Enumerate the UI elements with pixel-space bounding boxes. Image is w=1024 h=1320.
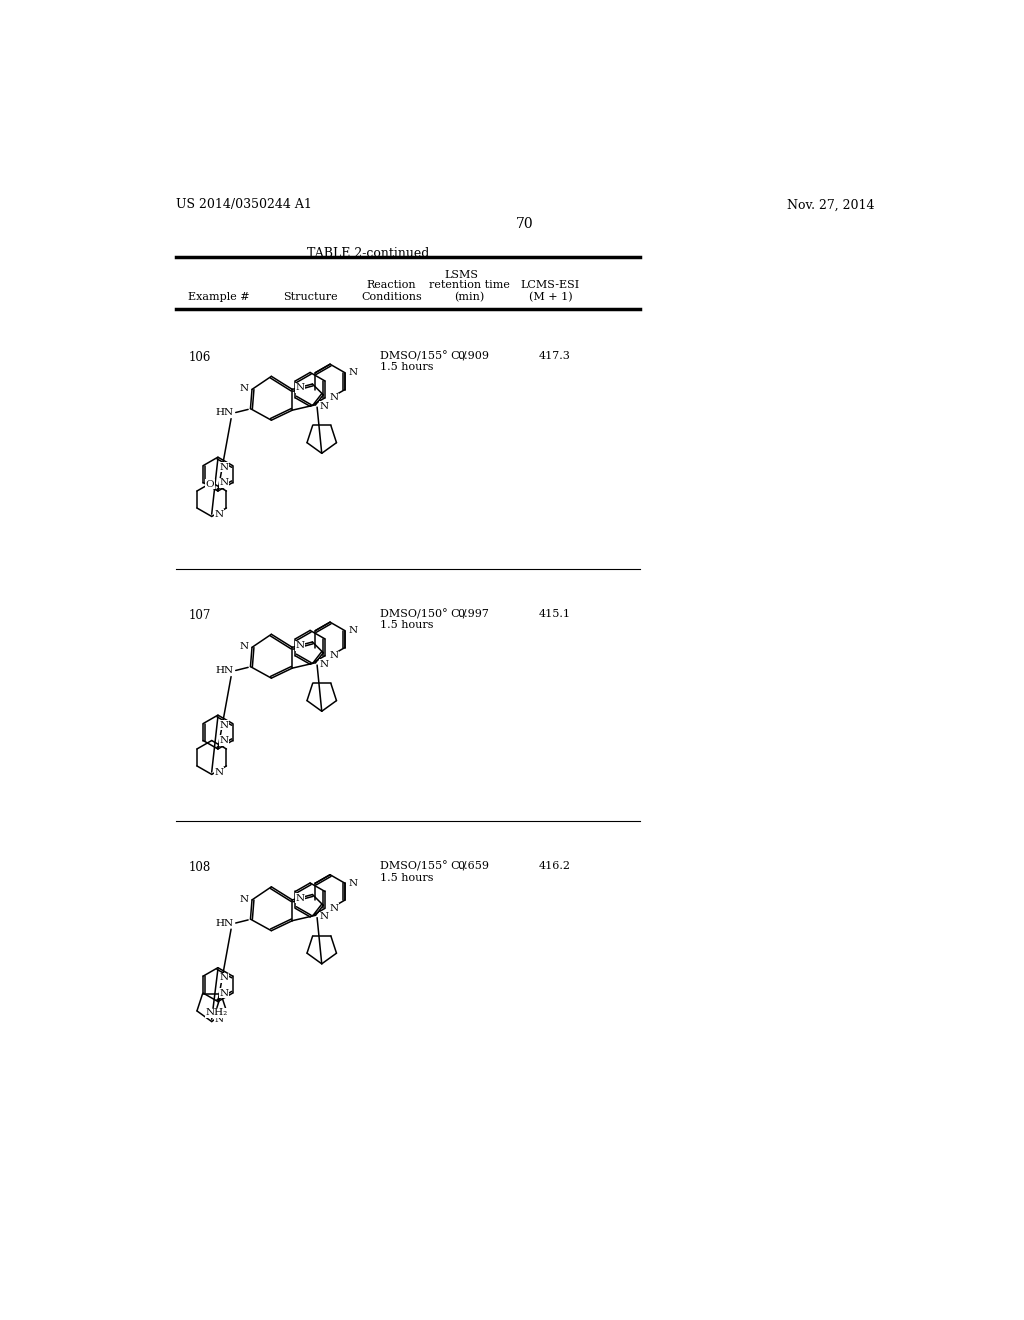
Text: N: N xyxy=(295,642,304,651)
Text: N: N xyxy=(214,510,223,519)
Text: DMSO/155° C./: DMSO/155° C./ xyxy=(380,862,466,871)
Text: 1.5 hours: 1.5 hours xyxy=(380,873,433,883)
Text: 416.2: 416.2 xyxy=(539,862,570,871)
Text: N: N xyxy=(240,384,249,393)
Text: N: N xyxy=(295,383,304,392)
Text: retention time: retention time xyxy=(429,280,509,290)
Text: N: N xyxy=(220,737,228,744)
Text: N: N xyxy=(330,651,339,660)
Text: N: N xyxy=(220,478,228,487)
Text: 107: 107 xyxy=(188,609,211,622)
Text: N: N xyxy=(220,721,228,730)
Text: LCMS-ESI: LCMS-ESI xyxy=(521,280,580,290)
Text: HN: HN xyxy=(215,919,233,928)
Text: US 2014/0350244 A1: US 2014/0350244 A1 xyxy=(176,198,312,211)
Text: Example #: Example # xyxy=(188,293,250,302)
Text: N: N xyxy=(349,368,357,378)
Text: N: N xyxy=(330,904,339,913)
Text: Conditions: Conditions xyxy=(361,293,422,302)
Text: 1.5 hours: 1.5 hours xyxy=(380,620,433,631)
Text: DMSO/150° C./: DMSO/150° C./ xyxy=(380,609,466,619)
Text: N: N xyxy=(240,642,249,651)
Text: HN: HN xyxy=(215,667,233,675)
Text: HN: HN xyxy=(215,408,233,417)
Text: N: N xyxy=(330,393,339,403)
Text: 106: 106 xyxy=(188,351,211,364)
Text: 108: 108 xyxy=(188,862,211,874)
Text: TABLE 2-continued: TABLE 2-continued xyxy=(307,247,429,260)
Text: 0.659: 0.659 xyxy=(457,862,488,871)
Text: N: N xyxy=(220,973,228,982)
Text: Nov. 27, 2014: Nov. 27, 2014 xyxy=(786,198,874,211)
Text: (min): (min) xyxy=(454,293,484,302)
Text: N: N xyxy=(319,660,329,669)
Text: N: N xyxy=(214,768,223,776)
Text: N: N xyxy=(319,401,329,411)
Text: N: N xyxy=(349,879,357,887)
Text: 417.3: 417.3 xyxy=(539,351,570,360)
Text: DMSO/155° C./: DMSO/155° C./ xyxy=(380,351,466,362)
Text: Structure: Structure xyxy=(283,293,338,302)
Text: N: N xyxy=(349,626,357,635)
Text: 0.997: 0.997 xyxy=(457,609,488,619)
Text: N: N xyxy=(295,894,304,903)
Text: N: N xyxy=(220,463,228,471)
Text: NH₂: NH₂ xyxy=(206,1008,228,1018)
Text: Reaction: Reaction xyxy=(367,280,417,290)
Text: N: N xyxy=(240,895,249,904)
Text: 0.909: 0.909 xyxy=(457,351,488,360)
Text: LSMS: LSMS xyxy=(444,271,478,280)
Text: 1.5 hours: 1.5 hours xyxy=(380,363,433,372)
Text: N: N xyxy=(220,989,228,998)
Text: O: O xyxy=(206,479,214,488)
Text: N: N xyxy=(214,1015,223,1024)
Text: (M + 1): (M + 1) xyxy=(528,293,572,302)
Text: 415.1: 415.1 xyxy=(539,609,570,619)
Text: N: N xyxy=(319,912,329,921)
Text: 70: 70 xyxy=(516,216,534,231)
